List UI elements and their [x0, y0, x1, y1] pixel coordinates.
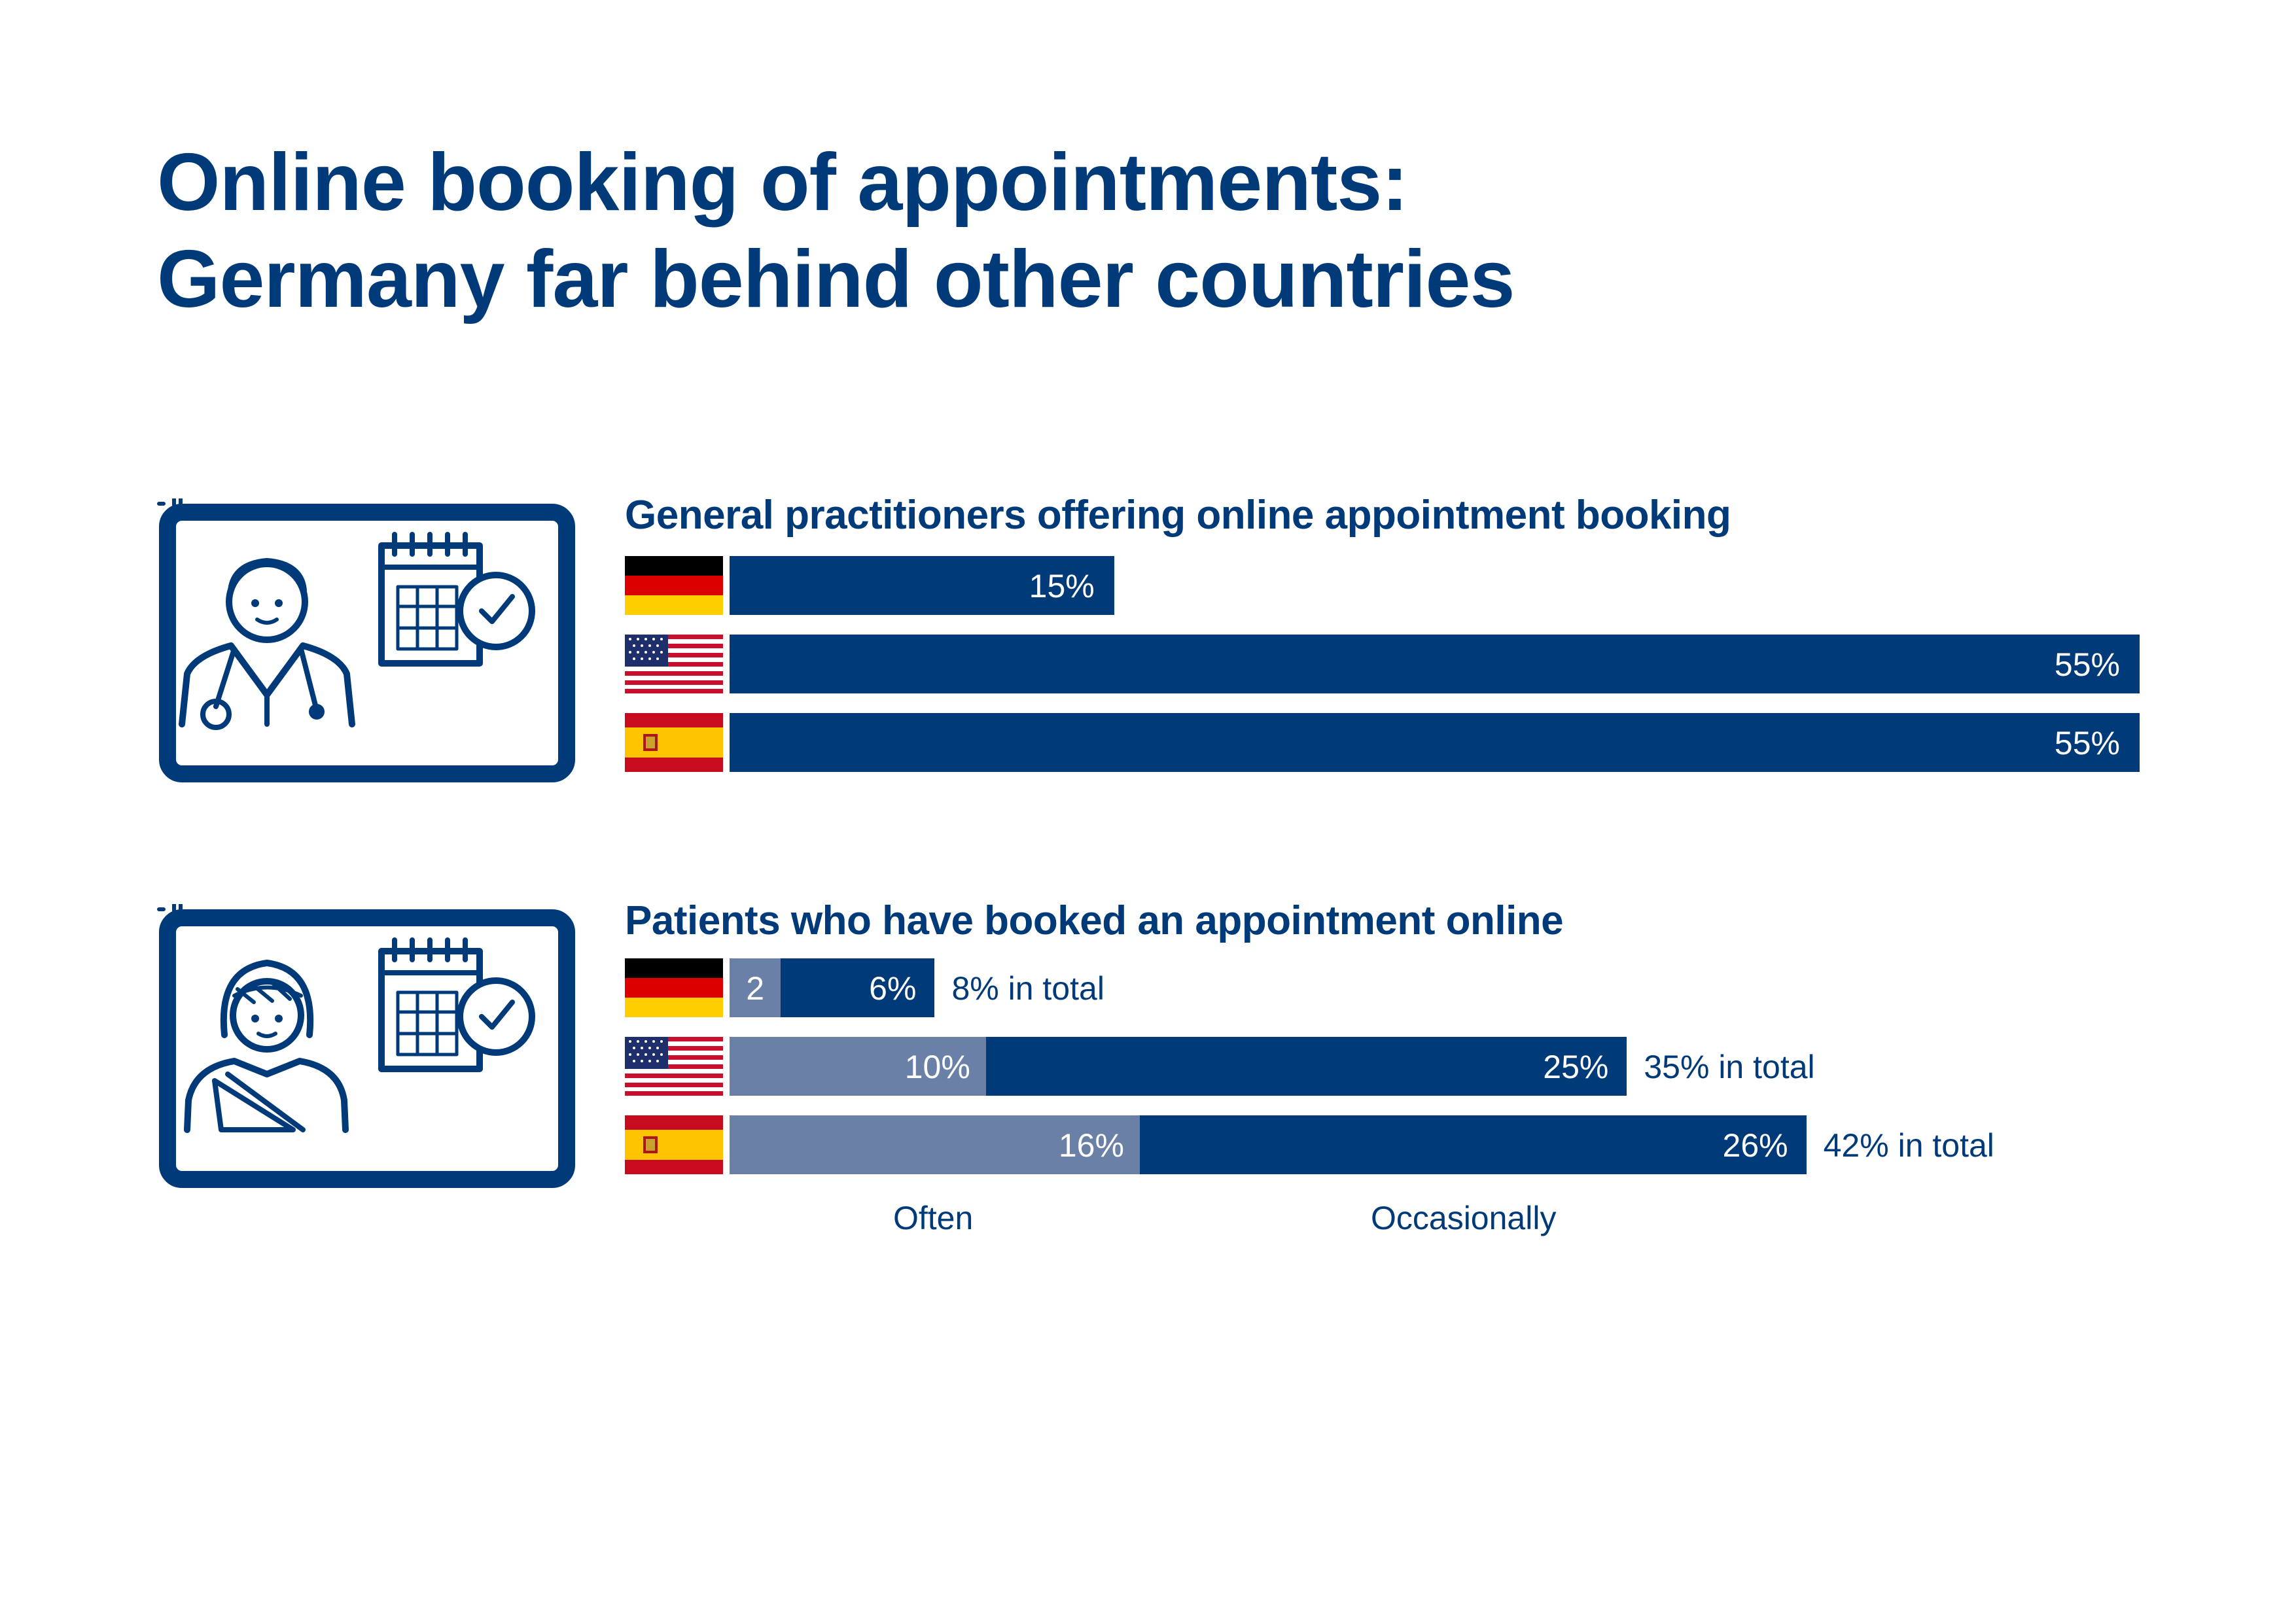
legend-often: Often: [893, 1200, 974, 1236]
bar-often-value-label: 2: [746, 970, 765, 1007]
bar-value-label: 55%: [2054, 646, 2120, 683]
bar-spain: 55%: [730, 713, 2140, 772]
doctor-calendar-icon: [156, 497, 581, 786]
chart2-title: Patients who have booked an appointment …: [625, 898, 1564, 943]
bar-often-value-label: 16%: [1058, 1127, 1124, 1164]
bar-value-label: 55%: [2054, 725, 2120, 761]
bar-often-usa: 10%: [730, 1037, 986, 1096]
chart1-title: General practitioners offering online ap…: [625, 493, 1731, 538]
legend-occasionally: Occasionally: [1371, 1200, 1557, 1236]
spain-flag-icon: [625, 713, 723, 772]
usa-flag-icon: [625, 1037, 723, 1096]
total-label-spain: 42% in total: [1823, 1127, 1994, 1164]
germany-flag-icon: [625, 958, 723, 1017]
bar-occasionally-germany: 6%: [781, 958, 935, 1017]
bar-often-spain: 16%: [730, 1115, 1140, 1174]
bar-value-label: 15%: [1029, 568, 1095, 604]
bar-occasionally-usa: 25%: [985, 1037, 1627, 1096]
bar-often-germany: 2: [730, 958, 781, 1017]
bar-occasionally-value-label: 6%: [869, 970, 917, 1007]
usa-flag-icon: [625, 635, 723, 693]
page-title: Online booking of appointments: Germany …: [157, 134, 1515, 328]
patient-calendar-icon: [156, 902, 581, 1192]
bar-often-value-label: 10%: [904, 1049, 970, 1085]
title-line-1: Online booking of appointments:: [157, 137, 1409, 228]
germany-flag-icon: [625, 556, 723, 615]
spain-flag-icon: [625, 1115, 723, 1174]
title-line-2: Germany far behind other countries: [157, 234, 1515, 324]
bar-germany: 15%: [730, 556, 1114, 615]
total-label-usa: 35% in total: [1644, 1049, 1815, 1085]
bar-occasionally-spain: 26%: [1139, 1115, 1807, 1174]
bar-usa: 55%: [730, 635, 2140, 693]
bar-occasionally-value-label: 26%: [1722, 1127, 1788, 1164]
total-label-germany: 8% in total: [951, 970, 1104, 1007]
bar-occasionally-value-label: 25%: [1543, 1049, 1609, 1085]
